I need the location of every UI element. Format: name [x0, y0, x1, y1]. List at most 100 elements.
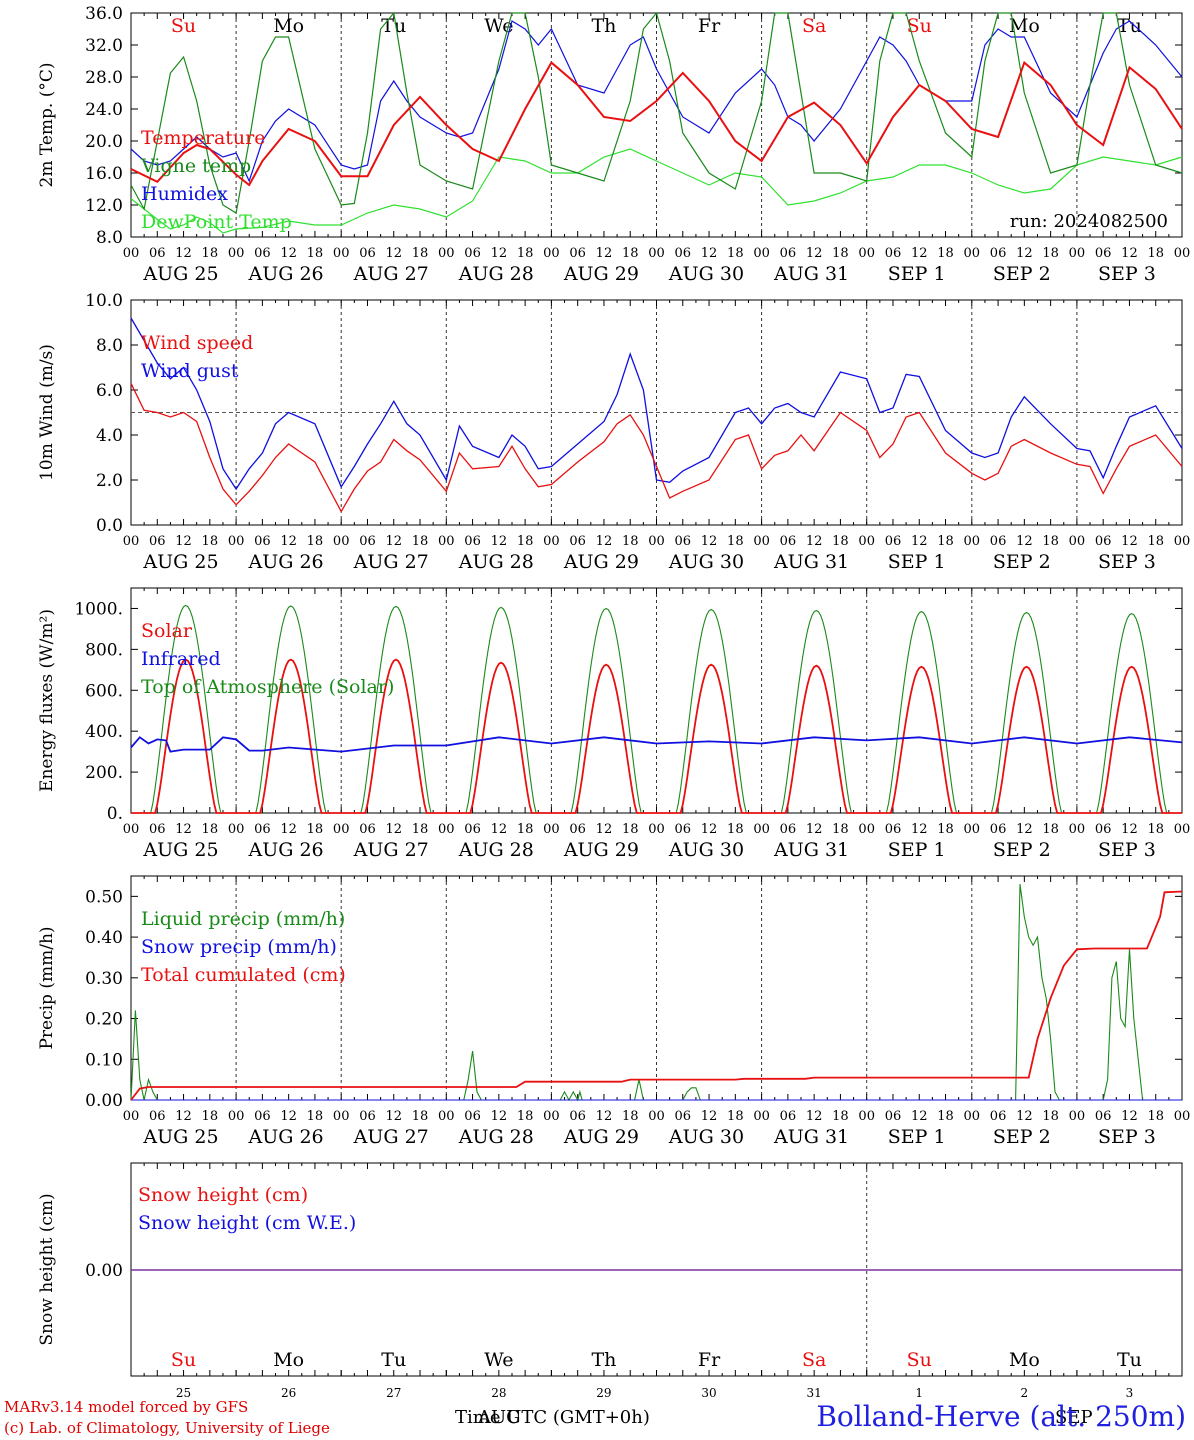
- hour-tick-label: 00: [333, 246, 350, 261]
- day-number-label: 3: [1126, 1386, 1134, 1400]
- date-label: AUG 28: [458, 263, 534, 285]
- series-line: [130, 11, 1183, 214]
- y-tick-label: 400.: [85, 722, 123, 742]
- hour-tick-label: 12: [280, 246, 297, 261]
- hour-tick-label: 12: [491, 534, 508, 549]
- hour-tick-label: 06: [149, 246, 166, 261]
- date-label: AUG 28: [458, 839, 534, 861]
- series-line: [130, 60, 1183, 187]
- weekday-label: Mo: [1009, 15, 1040, 37]
- hour-tick-label: 00: [964, 534, 981, 549]
- hour-tick-label: 12: [701, 822, 718, 837]
- x-axis-month-aug: AUG: [478, 1407, 521, 1428]
- hour-tick-label: 00: [1174, 1109, 1191, 1124]
- legend-entry: Infrared: [141, 648, 221, 670]
- y-axis-label: Snow height (cm): [37, 1193, 57, 1345]
- hour-tick-label: 18: [832, 1109, 849, 1124]
- weekday-label: Tu: [1117, 1349, 1142, 1371]
- hour-tick-label: 12: [806, 246, 823, 261]
- weekday-label: Su: [907, 15, 932, 37]
- y-tick-label: 24.0: [85, 100, 123, 120]
- hour-tick-label: 18: [412, 822, 429, 837]
- day-number-label: 1: [915, 1386, 923, 1400]
- y-tick-label: 6.0: [96, 381, 123, 401]
- date-label: AUG 28: [458, 1126, 534, 1148]
- date-label: AUG 27: [353, 839, 429, 861]
- hour-tick-label: 06: [149, 822, 166, 837]
- hour-tick-label: 18: [1147, 1109, 1164, 1124]
- hour-tick-label: 06: [254, 534, 271, 549]
- x-axis-title: Time UTC (GMT+0h): [455, 1407, 650, 1428]
- x-axis-month-sep: SEP: [1055, 1407, 1093, 1428]
- hour-tick-label: 18: [1042, 1109, 1059, 1124]
- hour-tick-label: 00: [858, 246, 875, 261]
- hour-tick-label: 18: [832, 534, 849, 549]
- hour-tick-label: 18: [412, 534, 429, 549]
- date-label: AUG 30: [668, 839, 744, 861]
- legend-entry: Solar: [141, 620, 193, 642]
- weekday-label: We: [484, 15, 513, 37]
- hour-tick-label: 12: [1016, 1109, 1033, 1124]
- hour-tick-label: 00: [543, 1109, 560, 1124]
- hour-tick-label: 12: [911, 822, 928, 837]
- date-label: AUG 31: [773, 839, 849, 861]
- weekday-label: Sa: [802, 15, 826, 37]
- hour-tick-label: 12: [911, 1109, 928, 1124]
- hour-tick-label: 12: [701, 534, 718, 549]
- hour-tick-label: 00: [753, 822, 770, 837]
- hour-tick-label: 06: [569, 822, 586, 837]
- hour-tick-label: 06: [675, 246, 692, 261]
- hour-tick-label: 00: [1174, 534, 1191, 549]
- date-label: SEP 1: [888, 839, 946, 861]
- hour-tick-label: 12: [1121, 1109, 1138, 1124]
- hour-tick-label: 00: [964, 1109, 981, 1124]
- hour-tick-label: 18: [1147, 534, 1164, 549]
- hour-tick-label: 00: [1069, 1109, 1086, 1124]
- weekday-label: Mo: [273, 1349, 304, 1371]
- hour-tick-label: 06: [359, 1109, 376, 1124]
- weekday-label: Th: [591, 1349, 616, 1371]
- y-tick-label: 0.: [107, 804, 123, 824]
- date-label: AUG 29: [563, 1126, 639, 1148]
- day-number-label: 29: [596, 1386, 611, 1400]
- hour-tick-label: 00: [1069, 534, 1086, 549]
- hour-tick-label: 06: [254, 822, 271, 837]
- weekday-label: Fr: [698, 1349, 721, 1371]
- hour-tick-label: 00: [543, 822, 560, 837]
- day-number-label: 31: [807, 1386, 822, 1400]
- hour-tick-label: 18: [622, 534, 639, 549]
- hour-tick-label: 06: [885, 822, 902, 837]
- y-tick-label: 0.00: [85, 1261, 123, 1281]
- hour-tick-label: 06: [254, 1109, 271, 1124]
- hour-tick-label: 06: [885, 534, 902, 549]
- weekday-label: Su: [907, 1349, 932, 1371]
- hour-tick-label: 18: [1147, 246, 1164, 261]
- hour-tick-label: 06: [464, 822, 481, 837]
- hour-tick-label: 18: [307, 822, 324, 837]
- weekday-label: Tu: [1117, 15, 1142, 37]
- hour-tick-label: 18: [202, 1109, 219, 1124]
- date-label: AUG 27: [353, 263, 429, 285]
- hour-tick-label: 12: [385, 1109, 402, 1124]
- hour-tick-label: 06: [359, 822, 376, 837]
- hour-tick-label: 18: [937, 1109, 954, 1124]
- date-label: SEP 2: [993, 551, 1051, 573]
- y-axis-label: 10m Wind (m/s): [37, 344, 57, 481]
- date-label: SEP 3: [1098, 551, 1156, 573]
- hour-tick-label: 06: [464, 534, 481, 549]
- date-label: AUG 25: [142, 551, 218, 573]
- hour-tick-label: 18: [202, 534, 219, 549]
- hour-tick-label: 06: [1095, 822, 1112, 837]
- date-label: AUG 30: [668, 551, 744, 573]
- hour-tick-label: 18: [202, 246, 219, 261]
- day-number-label: 28: [491, 1386, 506, 1400]
- hour-tick-label: 00: [228, 1109, 245, 1124]
- date-label: AUG 27: [353, 551, 429, 573]
- hour-tick-label: 18: [517, 1109, 534, 1124]
- hour-tick-label: 00: [753, 246, 770, 261]
- hour-tick-label: 06: [780, 246, 797, 261]
- plot-frame: [130, 587, 1183, 814]
- legend-entry: DewPoint Temp: [141, 211, 292, 233]
- hour-tick-label: 12: [385, 822, 402, 837]
